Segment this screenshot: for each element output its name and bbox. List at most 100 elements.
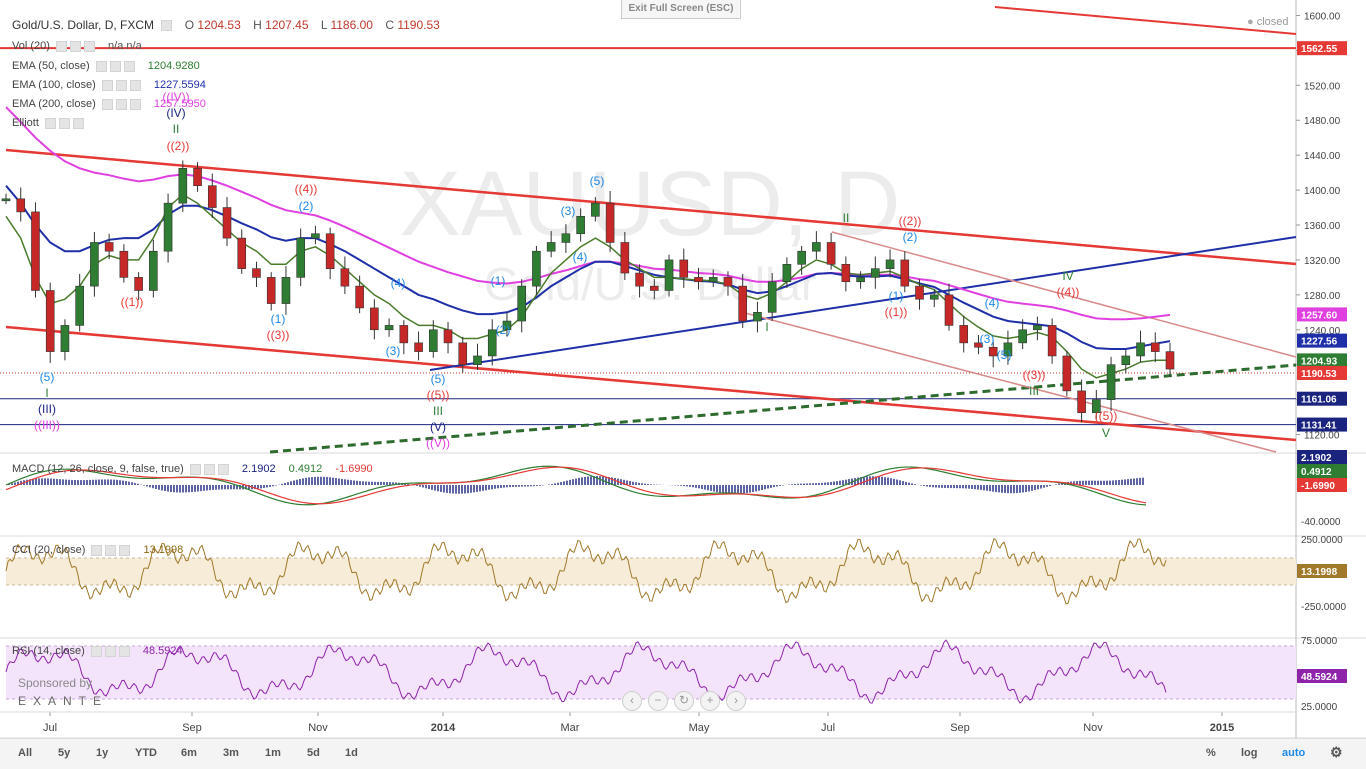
zoom-out-icon[interactable]: − [648,691,668,711]
scroll-right-icon[interactable]: › [726,691,746,711]
macd-signal-line[interactable] [5,466,1147,505]
gear-icon[interactable] [104,645,116,657]
candle-body [370,307,379,331]
range-3m[interactable]: 3m [223,747,239,759]
legend-rsi[interactable]: RSI (14, close) 48.5924 [12,645,183,657]
close-icon[interactable] [123,60,135,72]
zoom-in-icon[interactable]: + [700,691,720,711]
candle-body [45,290,55,352]
eye-icon[interactable] [55,40,67,52]
sponsor-logo[interactable]: EXANTE [18,694,109,708]
elliott-wave-label: (1) [889,289,904,303]
channel-upper-line[interactable] [5,148,1297,266]
trendline-top[interactable] [994,6,1297,35]
candle-body [340,268,350,287]
candle-body [915,285,924,300]
range-5d[interactable]: 5d [307,747,320,759]
legend-macd[interactable]: MACD (12, 26, close, 9, false, true) 2.1… [12,463,373,475]
gear-icon[interactable] [115,98,127,110]
y-tick-label: 1360.00 [1304,221,1341,232]
pink-channel-lower[interactable] [744,312,1277,453]
reset-icon[interactable]: ↻ [674,691,694,711]
log-toggle[interactable]: log [1241,747,1258,759]
legend-ema50[interactable]: EMA (50, close) 1204.9280 [12,60,200,72]
candle-body [266,277,276,304]
candle-body [325,233,335,269]
candle-body [473,355,482,365]
y-tick-label: 1480.00 [1304,116,1341,127]
cci-line[interactable] [5,537,1167,605]
candle-body [856,277,865,283]
rsi-axis-label: 48.5924 [1301,672,1338,683]
elliott-wave-label: (5) [997,348,1012,362]
y-tick-label: 1120.00 [1304,431,1340,442]
blue-trendline[interactable] [429,236,1297,371]
elliott-wave-label: IV [1062,269,1073,283]
legend-ema100[interactable]: EMA (100, close) 1227.5594 [12,79,206,91]
close-icon[interactable] [83,40,95,52]
close-icon[interactable] [217,463,229,475]
legend-vol[interactable]: Vol (20) n/a n/a [12,40,142,52]
close-icon[interactable] [129,79,141,91]
percent-toggle[interactable]: % [1206,747,1216,759]
ema100-line[interactable] [5,185,1171,350]
candle-body [1003,342,1013,357]
x-tick-label: Jul [821,722,835,734]
eye-icon[interactable] [101,79,113,91]
range-all[interactable]: All [18,747,33,759]
eye-icon[interactable] [90,645,102,657]
eye-icon[interactable] [91,544,103,556]
eye-icon[interactable] [95,60,107,72]
green-dashed-trendline[interactable] [269,363,1297,454]
elliott-wave-label: (IV) [166,106,185,120]
gear-icon[interactable] [58,117,70,129]
range-ytd[interactable]: YTD [135,747,157,759]
channel-lower-line[interactable] [5,325,1297,442]
market-status-text: closed [1256,16,1289,28]
gear-icon[interactable] [115,79,127,91]
x-tick-label: Sep [950,722,970,734]
eye-icon[interactable] [44,117,56,129]
pink-channel-upper[interactable] [831,231,1297,358]
candle-body [193,167,202,187]
elliott-wave-label: (4) [573,250,588,264]
auto-toggle[interactable]: auto [1282,747,1306,759]
gear-icon[interactable] [105,544,117,556]
eye-icon[interactable] [189,463,201,475]
range-5y[interactable]: 5y [58,747,71,759]
candle-body [134,277,143,291]
symbol-name[interactable]: Gold/U.S. Dollar, D, FXCM [12,18,155,32]
range-1y[interactable]: 1y [96,747,109,759]
range-1d[interactable]: 1d [345,747,358,759]
elliott-wave-label: ((2)) [167,139,190,153]
close-icon[interactable] [119,544,131,556]
legend-elliott[interactable]: Elliott [12,117,84,129]
macd-axis-badge [1297,478,1347,492]
close-icon[interactable] [72,117,84,129]
symbol-settings-icon[interactable] [161,20,173,32]
ema50-line[interactable] [5,193,1170,379]
candle-body [517,285,526,322]
legend-cci[interactable]: CCI (20, close) 13.1998 [12,544,183,556]
rsi-line[interactable] [5,639,1167,704]
candle-body [561,233,571,243]
candles[interactable] [1,160,1175,423]
gear-icon[interactable]: ⚙ [1330,744,1343,760]
exit-fullscreen-button[interactable]: Exit Full Screen (ESC) [621,0,741,19]
scroll-left-icon[interactable]: ‹ [622,691,642,711]
candle-body [75,285,84,326]
gear-icon[interactable] [203,463,215,475]
range-6m[interactable]: 6m [181,747,197,759]
close-icon[interactable] [129,98,141,110]
gear-icon[interactable] [109,60,121,72]
gear-icon[interactable] [69,40,81,52]
close-icon[interactable] [118,645,130,657]
candle-body [708,277,718,283]
price-axis-label-text: 1161.06 [1301,395,1337,406]
elliott-wave-label: (III) [38,402,56,416]
range-1m[interactable]: 1m [265,747,281,759]
eye-icon[interactable] [101,98,113,110]
legend-ema200[interactable]: EMA (200, close) 1257.5950 [12,98,206,110]
price-axis-label-text: 1204.93 [1301,356,1338,367]
